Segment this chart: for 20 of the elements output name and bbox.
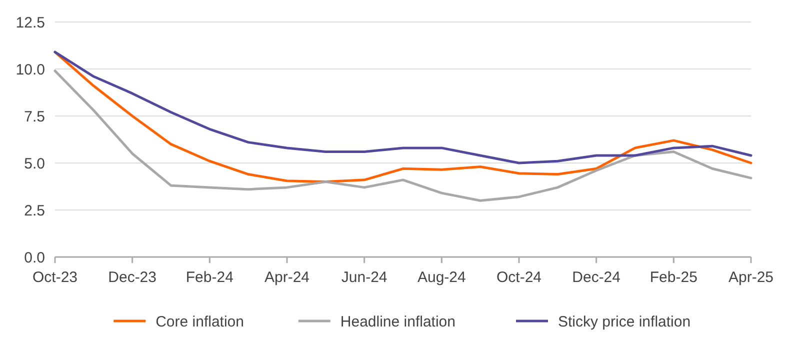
y-tick-label: 12.5 (16, 14, 45, 32)
x-tick-label: Dec-24 (572, 269, 621, 286)
x-tick-label: Apr-25 (728, 269, 774, 286)
legend-label: Headline inflation (340, 313, 456, 330)
y-tick-label: 2.5 (24, 202, 45, 220)
x-tick-label: Oct-24 (496, 269, 542, 286)
y-tick-label: 5.0 (24, 155, 45, 172)
y-tick-label: 10.0 (16, 61, 45, 78)
legend-label: Sticky price inflation (558, 313, 691, 330)
x-tick-label: Oct-23 (32, 269, 78, 286)
line-series (54, 70, 752, 202)
legend-label: Core inflation (156, 313, 244, 330)
x-tick-label: Apr-24 (264, 269, 310, 286)
x-tick-label: Aug-24 (417, 269, 466, 286)
x-tick-label: Feb-25 (650, 269, 698, 286)
x-tick-label: Feb-24 (186, 269, 234, 286)
x-tick-label: Dec-23 (108, 269, 157, 286)
y-tick-label: 7.5 (24, 108, 45, 126)
y-tick-label: 0.0 (24, 249, 45, 266)
x-tick-label: Jun-24 (341, 269, 388, 286)
